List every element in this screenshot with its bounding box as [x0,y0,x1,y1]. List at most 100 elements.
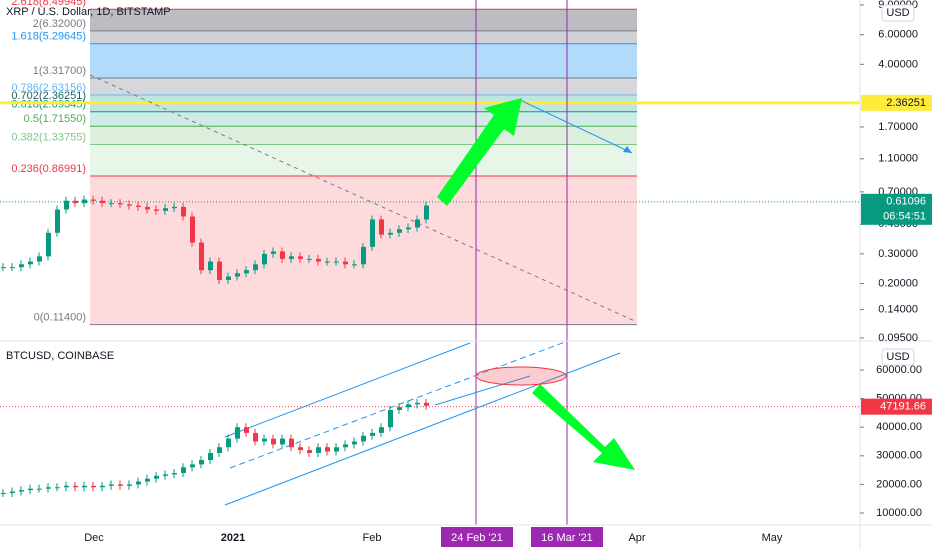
countdown-bg [861,208,932,225]
candle [127,204,132,206]
y-tick-label: 6.00000 [878,29,918,41]
candle [154,475,159,479]
green-arrow [532,384,635,470]
countdown: 06:54:51 [883,211,926,223]
candle [226,276,231,280]
candle [109,203,114,205]
y-tick-label: 40000.00 [876,421,922,433]
fib-label: 1.618(5.29645) [11,31,86,43]
fib-zone [90,111,637,127]
candle [262,253,267,265]
candle [379,427,384,433]
candle [415,219,420,228]
y-tick-label: 0.09500 [878,332,918,344]
candle [244,427,249,433]
candle [28,261,33,265]
pane-title: XRP / U.S. Dollar, 1D, BITSTAMP [6,6,171,18]
arrow-head [623,146,632,153]
target-price-bg [861,94,932,111]
candle [136,481,141,485]
candle [325,261,330,263]
currency[interactable]: USD [886,351,909,363]
fib-label: 2.618(8.49945) [11,0,86,8]
candle [280,438,285,445]
candle [19,264,24,268]
candle [82,485,87,488]
pane-title: BTCUSD, COINBASE [6,350,114,362]
candle [100,485,105,488]
candle [28,488,33,491]
fib-label: 0.5(1.71550) [24,113,86,125]
x-tick-label: 2021 [221,532,245,544]
candle [289,256,294,259]
highlight-ellipse [475,366,567,386]
candle [352,441,357,445]
channel-line [224,342,471,438]
candle [163,208,168,211]
candle [199,460,204,465]
candle [244,270,249,274]
currency-box[interactable] [881,4,915,22]
x-tick-label: Apr [628,532,645,544]
fib-zone [90,144,637,176]
candle [109,484,114,486]
channel-line [224,352,621,506]
candle [127,484,132,486]
y-tick-label: 1.70000 [878,121,918,133]
y-tick-label: 1.10000 [878,153,918,165]
candle [208,452,213,461]
x-tick-label: Feb [363,532,382,544]
candle [190,464,195,468]
candle [145,206,150,210]
axes: 9.000006.000004.000001.700001.100000.700… [84,0,932,547]
candle [91,199,96,201]
candle [343,261,348,265]
candle [289,438,294,448]
candle [217,261,222,280]
candle [145,478,150,482]
currency-box[interactable] [881,348,915,366]
candle [118,203,123,205]
candle [235,427,240,439]
candle [55,487,60,489]
candle [316,447,321,453]
y-tick-label: 0.20000 [878,277,918,289]
candle [226,438,231,448]
fib-label: 0.236(0.86991) [11,163,86,175]
candle [1,492,6,494]
currency[interactable]: USD [886,7,909,19]
candle [181,206,186,217]
candle [262,438,267,442]
candle [406,404,411,408]
y-tick-label: 30000.00 [876,450,922,462]
candle [37,256,42,262]
candle [73,200,78,204]
candle [172,206,177,209]
y-tick-label: 20000.00 [876,478,922,490]
candle [271,438,276,445]
fib-label: 0(0.11400) [34,312,86,324]
candle [55,209,60,233]
y-tick-label: 4.00000 [878,58,918,70]
candle [361,435,366,442]
candle [235,273,240,277]
last-price: 0.61096 [886,196,926,208]
candle [136,205,141,207]
y-tick-label: 0.30000 [878,248,918,260]
y-tick-label: 10000.00 [876,507,922,519]
x-tick-label: 24 Feb '21 [451,532,503,544]
candle [388,410,393,428]
fib-zone [90,126,637,145]
fib-zone [90,9,637,31]
candle [424,402,429,406]
y-tick-label: 60000.00 [876,364,922,376]
candle [19,490,24,492]
candle [379,219,384,235]
x-tick-label: May [762,532,783,544]
candle [208,261,213,271]
candle [253,264,258,271]
candle [172,472,177,475]
candle [334,261,339,263]
candle [343,444,348,448]
